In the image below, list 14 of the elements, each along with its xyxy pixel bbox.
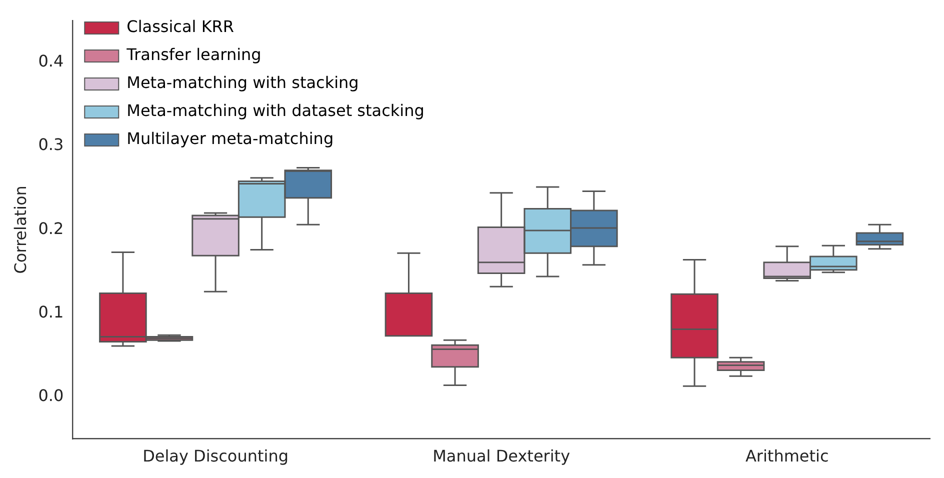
- y-tick-label: 0.4: [38, 52, 64, 71]
- y-tick-label: 0.3: [38, 135, 64, 154]
- y-tick-label: 0.0: [38, 386, 64, 406]
- legend-label: Transfer learning: [126, 45, 262, 64]
- legend-label: Meta-matching with dataset stacking: [126, 101, 424, 120]
- legend-label: Classical KRR: [126, 17, 234, 36]
- y-axis-title: Correlation: [10, 186, 30, 274]
- x-tick-label: Arithmetic: [745, 446, 829, 466]
- y-tick-label: 0.1: [38, 302, 64, 322]
- legend-label: Meta-matching with stacking: [126, 73, 359, 92]
- legend-label: Multilayer meta-matching: [126, 129, 334, 148]
- y-tick-label: 0.2: [38, 218, 64, 238]
- x-tick-label: Delay Discounting: [142, 446, 289, 466]
- x-tick-label: Manual Dexterity: [432, 446, 570, 466]
